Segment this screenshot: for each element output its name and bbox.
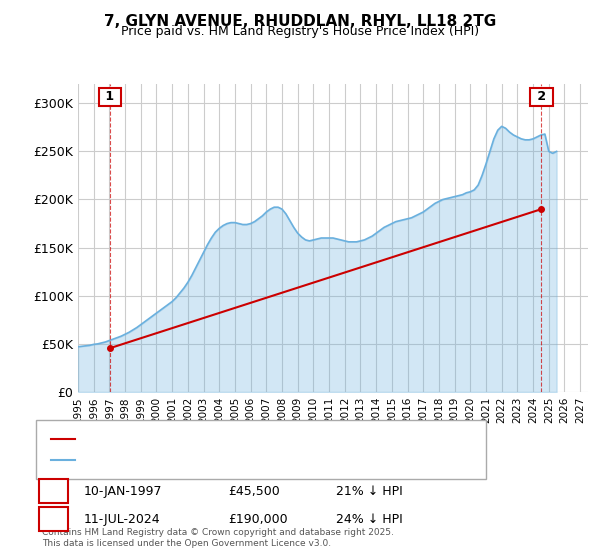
Text: 10-JAN-1997: 10-JAN-1997 [84,484,163,498]
Text: 1: 1 [101,90,119,103]
Text: 2: 2 [533,90,550,103]
Text: 2: 2 [49,512,58,526]
Text: 7, GLYN AVENUE, RHUDDLAN, RHYL, LL18 2TG (detached house): 7, GLYN AVENUE, RHUDDLAN, RHYL, LL18 2TG… [81,434,440,444]
Text: 21% ↓ HPI: 21% ↓ HPI [336,484,403,498]
Text: £45,500: £45,500 [228,484,280,498]
Text: 11-JUL-2024: 11-JUL-2024 [84,512,161,526]
Text: 1: 1 [49,484,58,498]
Text: HPI: Average price, detached house, Denbighshire: HPI: Average price, detached house, Denb… [81,455,361,465]
Text: Contains HM Land Registry data © Crown copyright and database right 2025.
This d: Contains HM Land Registry data © Crown c… [42,528,394,548]
Text: 24% ↓ HPI: 24% ↓ HPI [336,512,403,526]
Text: Price paid vs. HM Land Registry's House Price Index (HPI): Price paid vs. HM Land Registry's House … [121,25,479,38]
Text: £190,000: £190,000 [228,512,287,526]
Text: 7, GLYN AVENUE, RHUDDLAN, RHYL, LL18 2TG: 7, GLYN AVENUE, RHUDDLAN, RHYL, LL18 2TG [104,14,496,29]
